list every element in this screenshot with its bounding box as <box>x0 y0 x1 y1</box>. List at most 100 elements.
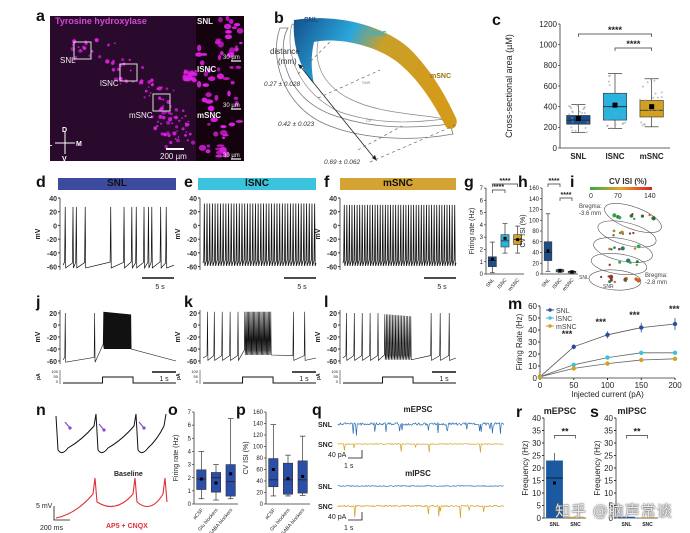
y-tick-label: 20 <box>189 210 197 217</box>
inset-cell <box>218 16 223 23</box>
inset-cell <box>235 65 242 70</box>
neuron-marker <box>634 277 638 281</box>
x-tick-label: 200 <box>668 381 682 390</box>
y-tick-label: 40 <box>604 414 613 423</box>
data-point <box>639 98 642 101</box>
y-tick-label: 0 <box>537 514 542 523</box>
data-point <box>641 108 644 111</box>
cv-tick-140: 140 <box>644 193 656 200</box>
th-cell <box>158 96 162 100</box>
data-point <box>653 79 656 82</box>
box-aCSF <box>268 458 279 488</box>
sn-region-gradient <box>293 18 457 129</box>
inset-cell <box>228 19 234 24</box>
compass-v: V <box>62 156 67 163</box>
y-tick-label: 0 <box>480 272 484 278</box>
panel-label-e: e <box>184 174 193 191</box>
data-point-mSNC <box>639 357 644 363</box>
y-tick-label: 2 <box>188 476 192 482</box>
th-cell <box>113 42 116 45</box>
bar-SNC <box>639 517 656 518</box>
baseline-trace <box>55 413 167 454</box>
th-cell <box>175 125 179 129</box>
data-point <box>621 93 624 96</box>
x-tick-label: SNL <box>622 522 632 528</box>
y-tick-label: 140 <box>529 197 540 203</box>
y-tick-label: -40 <box>47 251 57 258</box>
y-tick-label: 0 <box>260 502 264 508</box>
time-scale-label: 1 s <box>439 376 449 383</box>
neuron-marker <box>640 214 645 218</box>
ap5-cnqx-trace <box>55 477 168 519</box>
y-tick-label: 120 <box>253 433 264 439</box>
current-tick-label: 0 <box>336 379 339 384</box>
y-tick-label: 5 <box>480 211 484 217</box>
data-point <box>654 92 657 95</box>
y-tick-label: -40 <box>47 347 57 354</box>
data-point <box>578 110 581 113</box>
event-arrowhead <box>68 426 72 430</box>
y-axis-label: mV <box>35 228 42 239</box>
region-label-lsnc: lSNC <box>100 79 119 88</box>
y-tick-label: 0 <box>53 323 57 330</box>
y-axis-label: Cross-sectional area (µM) <box>504 34 514 138</box>
inset-cell <box>234 100 239 107</box>
th-cell <box>162 104 165 107</box>
mepsc-title: mEPSC <box>404 405 433 414</box>
mean-marker <box>503 236 507 240</box>
y-axis-label: CV ISI (%) <box>243 441 250 474</box>
y-tick-label: 1200 <box>539 20 557 29</box>
label-cp: CP <box>366 118 372 123</box>
data-point <box>603 116 606 119</box>
data-point <box>586 121 589 124</box>
y-tick-label: -60 <box>327 359 337 366</box>
th-cell <box>172 89 175 92</box>
th-cell <box>181 127 185 131</box>
y-tick-label: 6 <box>480 198 484 204</box>
x-tick-label: SNL <box>550 522 560 528</box>
significance-stars: ** <box>633 427 641 437</box>
row-label: SNL <box>318 422 333 429</box>
compass-m: M <box>76 141 82 148</box>
data-point <box>607 80 610 83</box>
inset-cell <box>239 41 243 45</box>
y-tick-label: -20 <box>47 237 57 244</box>
y-tick-label: 100 <box>529 218 540 224</box>
inset-background <box>196 16 244 161</box>
th-cell <box>174 115 178 120</box>
neuron-marker <box>608 263 611 266</box>
th-positive-cells <box>70 38 198 149</box>
th-cell <box>176 138 180 143</box>
data-point <box>581 112 584 115</box>
data-point <box>620 101 623 104</box>
x-tick-label: lSNC <box>605 152 624 161</box>
panel-label-n: n <box>36 402 46 419</box>
neuron-marker <box>608 274 614 280</box>
bar-SNC <box>567 516 584 518</box>
data-point <box>643 122 646 125</box>
th-cell <box>187 120 190 123</box>
data-point <box>582 108 585 111</box>
current-axis-label: pA <box>316 373 322 380</box>
data-point-mSNC <box>571 366 576 371</box>
x-tick-label: SNC <box>642 522 653 528</box>
y-tick-label: 5 <box>188 436 192 442</box>
inset-scale-3: 30 µm <box>223 153 240 159</box>
voltage-trace <box>342 312 457 362</box>
box-Glu + GABA blockers <box>225 464 236 497</box>
mean-marker <box>575 116 581 122</box>
data-point <box>641 124 644 127</box>
data-point <box>614 123 617 126</box>
data-point <box>649 78 652 81</box>
scale-t-label: 200 ms <box>40 525 63 532</box>
treatment-label: AP5 + CNQX <box>106 523 148 530</box>
panel-label-a: a <box>36 8 45 25</box>
y-tick-label: 60 <box>532 240 539 246</box>
y-tick-label: 40 <box>329 196 337 203</box>
inset-cell <box>220 124 227 129</box>
neuron-marker <box>617 215 622 220</box>
